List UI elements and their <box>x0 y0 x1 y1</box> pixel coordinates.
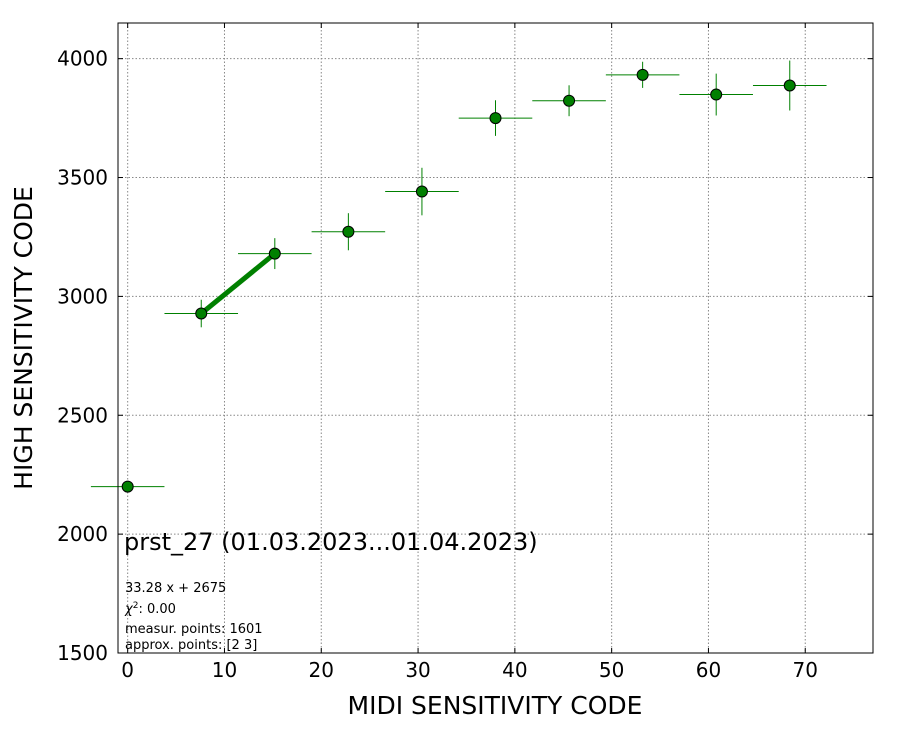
x-tick-label: 10 <box>212 658 237 682</box>
x-tick-label: 50 <box>599 658 624 682</box>
fit-line <box>199 251 277 316</box>
data-point <box>121 480 134 493</box>
errorbars <box>90 60 827 488</box>
data-point <box>636 68 649 81</box>
data-point <box>563 94 576 107</box>
y-tick-label: 2000 <box>57 522 108 546</box>
y-tick-label: 1500 <box>57 641 108 665</box>
data-point <box>415 185 428 198</box>
x-axis-label: MIDI SENSITIVITY CODE <box>348 691 643 720</box>
chi2-value: : 0.00 <box>138 602 175 617</box>
data-point <box>195 307 208 320</box>
data-point <box>783 79 796 92</box>
data-point <box>710 88 723 101</box>
annotation-title: prst_27 (01.03.2023...01.04.2023) <box>124 528 538 556</box>
annotation-measur-points: measur. points: 1601 <box>125 622 263 637</box>
annotation-chi2: χ2: 0.00 <box>124 601 176 617</box>
y-tick-label: 2500 <box>57 403 108 427</box>
x-tick-label: 30 <box>405 658 430 682</box>
chi2-symbol: χ <box>124 602 134 617</box>
chi2-superscript: 2 <box>133 601 139 611</box>
y-tick-label: 3000 <box>57 284 108 308</box>
grid <box>118 23 873 654</box>
annotation-equation: 33.28 x + 2675 <box>125 581 226 596</box>
data-markers <box>121 68 796 493</box>
x-tick-label: 20 <box>309 658 334 682</box>
x-tick-label: 0 <box>121 658 134 682</box>
y-tick-labels: 1500 2000 2500 3000 3500 4000 <box>57 47 108 665</box>
x-tick-labels: 0 10 20 30 40 50 60 70 <box>121 658 818 682</box>
y-tick-label: 3500 <box>57 166 108 190</box>
data-point <box>489 112 502 125</box>
x-tick-label: 60 <box>696 658 721 682</box>
y-tick-label: 4000 <box>57 47 108 71</box>
x-tick-label: 70 <box>793 658 818 682</box>
data-point <box>268 247 281 260</box>
data-point <box>342 225 355 238</box>
plot-frame <box>117 22 874 654</box>
y-axis-label: HIGH SENSITIVITY CODE <box>9 186 38 490</box>
x-tick-label: 40 <box>502 658 527 682</box>
annotation-approx-points: approx. points: [2 3] <box>125 638 257 653</box>
fit-line-group <box>199 251 277 316</box>
